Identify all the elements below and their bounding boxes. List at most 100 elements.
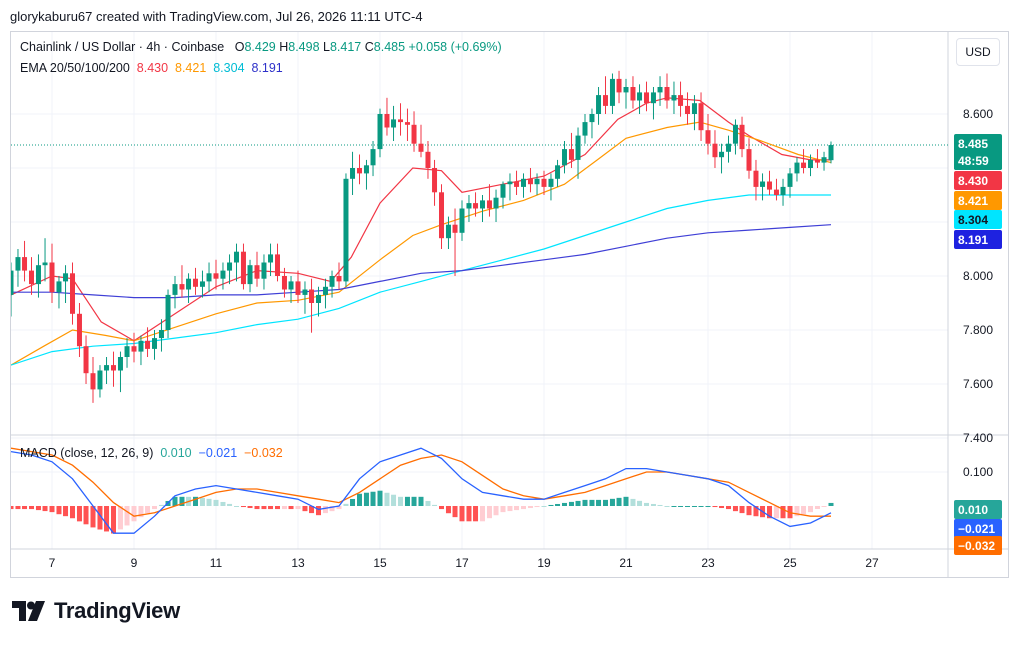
tradingview-logo[interactable]: TradingView bbox=[12, 598, 180, 624]
candle-body bbox=[145, 340, 151, 349]
candle-body bbox=[322, 286, 328, 295]
currency-button[interactable]: USD bbox=[956, 38, 1000, 66]
macd-histogram-bar bbox=[377, 490, 383, 506]
candle-body bbox=[295, 281, 301, 295]
price-tick-label: 7.600 bbox=[963, 377, 993, 391]
macd-histogram-bar bbox=[541, 506, 547, 507]
candle-body bbox=[644, 92, 649, 104]
candle-body bbox=[254, 265, 260, 279]
macd-label[interactable]: MACD (close, 12, 26, 9) bbox=[20, 446, 154, 460]
macd-histogram-bar bbox=[220, 501, 226, 506]
low-label: L bbox=[323, 40, 330, 54]
candle-body bbox=[712, 143, 718, 158]
candle-body bbox=[29, 270, 34, 285]
candle-body bbox=[637, 92, 643, 101]
candle-body bbox=[452, 224, 458, 233]
macd-histogram-bar bbox=[644, 502, 649, 506]
macd-histogram-bar bbox=[49, 506, 55, 513]
candle-body bbox=[760, 181, 766, 187]
macd-signal-value: −0.032 bbox=[244, 446, 283, 460]
macd-histogram-bar bbox=[616, 497, 622, 506]
macd-histogram-bar bbox=[363, 492, 369, 506]
macd-histogram-bar bbox=[466, 506, 472, 522]
candle-body bbox=[275, 254, 280, 276]
macd-histogram-bar bbox=[343, 503, 349, 506]
macd-histogram-bar bbox=[507, 506, 513, 512]
candle-body bbox=[193, 278, 198, 287]
macd-histogram-bar bbox=[179, 496, 185, 506]
macd-histogram-bar bbox=[268, 506, 274, 510]
macd-histogram-bar bbox=[199, 497, 205, 506]
macd-histogram-bar bbox=[42, 506, 48, 512]
macd-histogram-bar bbox=[671, 506, 677, 507]
macd-histogram-bar bbox=[732, 506, 738, 512]
candle-body bbox=[63, 273, 69, 282]
candle-body bbox=[418, 143, 424, 152]
macd-histogram-bar bbox=[145, 506, 151, 514]
macd-histogram-bar bbox=[794, 506, 800, 517]
candle-body bbox=[131, 346, 137, 352]
candle-body bbox=[589, 114, 595, 123]
macd-histogram-bar bbox=[685, 506, 690, 507]
price-badge: 8.304 bbox=[958, 213, 988, 227]
ema-200-line bbox=[11, 224, 832, 299]
candle-body bbox=[363, 165, 369, 174]
candle-body bbox=[691, 103, 697, 114]
macd-histogram-bar bbox=[780, 506, 786, 519]
price-badge: 8.485 bbox=[958, 137, 988, 151]
macd-histogram-bar bbox=[288, 506, 294, 510]
candle-body bbox=[473, 203, 479, 209]
macd-histogram-bar bbox=[234, 506, 239, 507]
high-label: H bbox=[279, 40, 289, 54]
candle-body bbox=[616, 78, 622, 93]
macd-histogram-bar bbox=[104, 506, 110, 532]
candle-body bbox=[56, 281, 62, 293]
ema50-value: 8.421 bbox=[175, 61, 207, 75]
macd-histogram-bar bbox=[117, 506, 123, 530]
macd-histogram-bar bbox=[425, 500, 431, 506]
macd-histogram-bar bbox=[521, 506, 526, 510]
candle-body bbox=[70, 273, 75, 314]
time-axis-label: 27 bbox=[865, 556, 879, 570]
candle-body bbox=[186, 278, 192, 290]
macd-histogram-bar bbox=[391, 494, 397, 506]
macd-histogram-bar bbox=[589, 499, 595, 506]
candle-body bbox=[247, 265, 253, 285]
candle-body bbox=[767, 181, 772, 190]
candle-body bbox=[603, 95, 608, 106]
candle-body bbox=[124, 346, 130, 357]
chart-container[interactable]: 8.600 8.000 7.800 7.600 7.400 0.100 8.485 48:59… bbox=[10, 31, 1009, 578]
symbol-legend: Chainlink / US Dollar · 4h · Coinbase O8… bbox=[20, 40, 502, 54]
macd-histogram-bar bbox=[548, 504, 554, 506]
time-axis-label: 19 bbox=[537, 556, 551, 570]
ema-label[interactable]: EMA 20/50/100/200 bbox=[20, 61, 130, 75]
macd-histogram-bar bbox=[152, 506, 157, 510]
candle-body bbox=[213, 273, 219, 279]
macd-histogram-bar bbox=[254, 506, 260, 510]
candle-body bbox=[575, 135, 581, 160]
candle-body bbox=[439, 192, 444, 239]
open-value: 8.429 bbox=[244, 40, 276, 54]
price-tick-label: 8.000 bbox=[963, 269, 993, 283]
candle-body bbox=[206, 273, 212, 282]
macd-histogram-bar bbox=[247, 506, 253, 509]
price-tick-label: 7.400 bbox=[963, 431, 993, 445]
macd-histogram-bar bbox=[398, 496, 403, 506]
ema20-value: 8.430 bbox=[136, 61, 169, 75]
candle-body bbox=[794, 162, 800, 174]
macd-histogram-bar bbox=[609, 498, 615, 506]
candle-body bbox=[343, 178, 349, 282]
macd-histogram-bar bbox=[630, 498, 636, 506]
macd-histogram-bar bbox=[35, 506, 41, 511]
close-value: 8.485 bbox=[373, 40, 406, 54]
macd-line bbox=[11, 447, 832, 534]
macd-histogram-bar bbox=[821, 506, 827, 507]
symbol-name[interactable]: Chainlink / US Dollar · 4h · Coinbase bbox=[20, 40, 225, 54]
macd-badge-bg bbox=[954, 500, 1002, 519]
chart-canvas[interactable]: 8.600 8.000 7.800 7.600 7.400 0.100 8.485 48:59… bbox=[11, 32, 1009, 578]
candle-body bbox=[678, 95, 684, 106]
macd-histogram-bar bbox=[316, 506, 321, 516]
candle-body bbox=[698, 103, 704, 131]
macd-histogram-bar bbox=[527, 506, 533, 509]
candle-body bbox=[685, 105, 690, 114]
